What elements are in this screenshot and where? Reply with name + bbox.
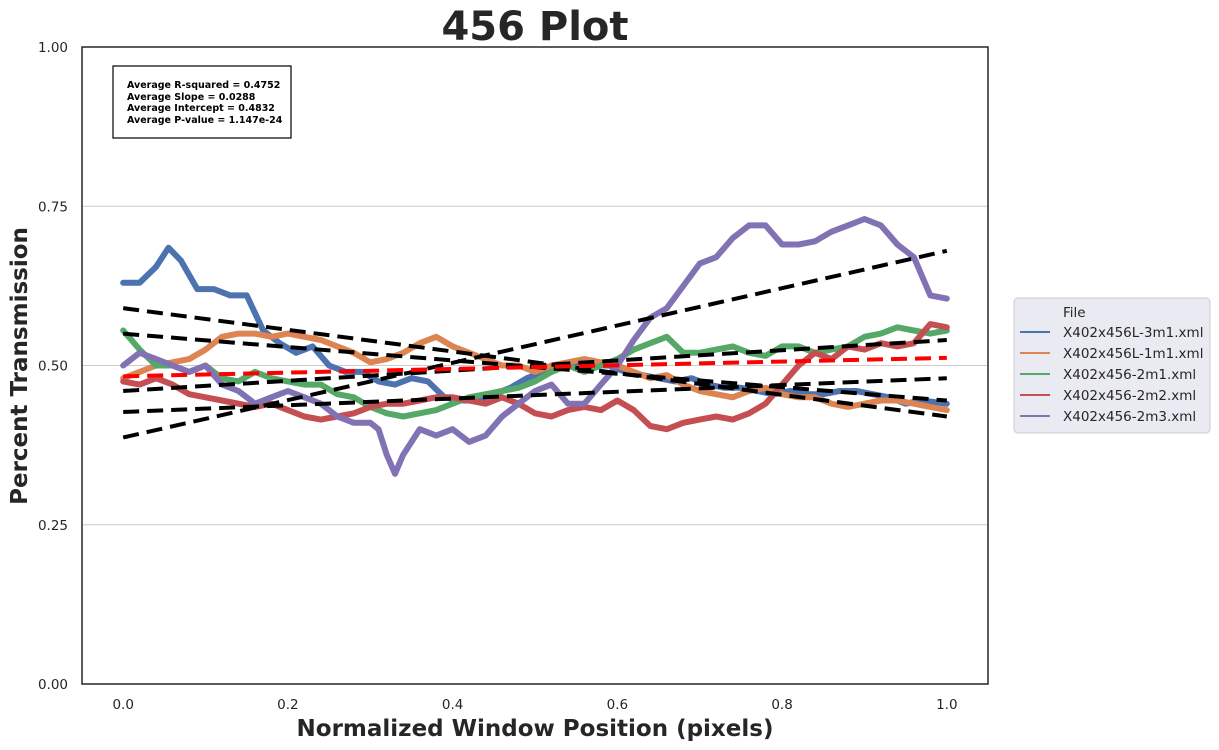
stats-box: Average R-squared = 0.4752 Average Slope… [112,65,292,139]
chart-title: 456 Plot [441,4,628,50]
stats-intercept: Average Intercept = 0.4832 [127,103,275,114]
stats-slope: Average Slope = 0.0288 [127,92,256,103]
legend-frame [1013,297,1211,434]
x-tick-labels: 0.0 0.2 0.4 0.6 0.8 1.0 [112,697,957,713]
y-tick-labels: 0.00 0.25 0.50 0.75 1.00 [38,40,68,693]
x-tick-label: 0.6 [607,697,628,713]
series-line-1 [120,244,950,407]
x-tick-label: 1.0 [936,697,957,713]
x-axis-label: Normalized Window Position (pixels) [297,716,774,742]
x-tick-label: 0.8 [771,697,792,713]
y-tick-label: 0.25 [38,518,68,534]
legend: File X402x456L-3m1.xmlX402x456L-1m1.xmlX… [1013,297,1211,434]
legend-items: X402x456L-3m1.xml X402x456L-1m1.xml X402x4… [1020,325,1203,425]
x-tick-label: 0.2 [277,697,298,713]
x-tick-label: 0.4 [442,697,463,713]
x-tick-label: 0.0 [112,697,133,713]
series-line-2 [120,330,950,414]
stats-p-value: Average P-value = 1.147e-24 [127,115,283,126]
legend-label: X402x456L-3m1.xml [1063,325,1203,341]
y-tick-label: 1.00 [38,40,68,56]
legend-label: X402x456-2m2.xml [1063,388,1196,404]
legend-label: X402x456-2m1.xml [1063,367,1196,383]
series-layer [120,216,950,477]
series-line-3 [120,324,950,420]
stats-r-squared: Average R-squared = 0.4752 [127,80,280,91]
average-fit-line [123,355,947,379]
legend-label: X402x456L-1m1.xml [1063,346,1203,362]
fit-line-4 [123,376,947,414]
series-line-5 [120,216,950,477]
legend-label: X402x456-2m3.xml [1063,409,1196,425]
fit-line-1 [122,306,948,419]
legend-title: File [1063,305,1086,321]
stats-box-frame [112,65,292,139]
y-axis-label: Percent Transmission [7,227,33,505]
y-tick-label: 0.75 [38,199,68,215]
y-tick-label: 0.00 [38,677,68,693]
plot-frame [81,46,989,685]
fit-line-5 [122,248,948,440]
y-tick-label: 0.50 [38,359,68,375]
fit-lines-layer [122,248,948,440]
series-line-4 [120,321,950,433]
